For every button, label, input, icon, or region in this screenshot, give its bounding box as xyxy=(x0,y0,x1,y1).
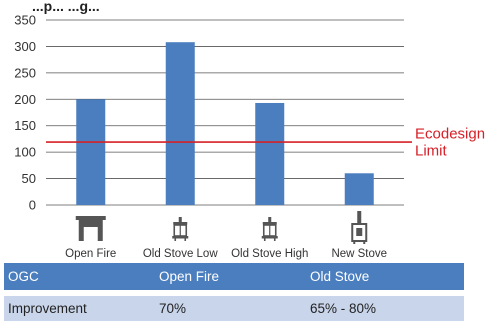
category-labels: Open Fire Old Stove Low Old Stove High New … xyxy=(65,248,387,260)
old-stove-high-icon xyxy=(261,217,278,241)
y-tick-label: 300 xyxy=(14,39,36,54)
bar xyxy=(344,173,374,205)
new-stove-icon xyxy=(351,211,368,244)
y-tick-label: 250 xyxy=(14,65,36,80)
limit-label: Limit xyxy=(415,143,448,160)
limit-label: Ecodesign xyxy=(415,126,485,143)
y-tick-label: 150 xyxy=(14,118,36,133)
category-label: Open Fire xyxy=(65,248,116,260)
table-cell: 65% - 80% xyxy=(310,301,377,316)
y-tick-label: 350 xyxy=(14,13,36,28)
open-fire-icon xyxy=(75,216,106,241)
category-label: Old Stove High xyxy=(231,248,308,260)
category-label: New Stove xyxy=(331,248,387,260)
old-stove-low-icon xyxy=(172,217,189,241)
table-header-row: OGC Open Fire Old Stove xyxy=(4,263,464,290)
table-cell: 70% xyxy=(159,301,187,316)
table-header-cell: Old Stove xyxy=(310,269,370,284)
table-header-cell: OGC xyxy=(8,269,39,284)
bar-chart: ...p... ...g... 0 50 100 150 200 250 300 350 Ec… xyxy=(14,0,485,260)
bars xyxy=(76,42,374,206)
chart-title: ...p... ...g... xyxy=(32,0,100,14)
category-label: Old Stove Low xyxy=(143,248,218,260)
table-row: Improvement 70% 65% - 80% xyxy=(4,296,464,321)
grid-lines xyxy=(46,19,404,206)
y-tick-label: 100 xyxy=(14,145,36,160)
table-cell: Improvement xyxy=(8,301,87,316)
bar xyxy=(255,102,285,205)
bar xyxy=(165,42,195,206)
y-tick-label: 200 xyxy=(14,92,36,107)
y-tick-label: 50 xyxy=(22,171,36,186)
bar xyxy=(76,99,106,205)
y-axis-ticks: 0 50 100 150 200 250 300 350 xyxy=(14,13,36,213)
y-tick-label: 0 xyxy=(29,198,36,213)
category-icons xyxy=(75,211,368,244)
table-header-cell: Open Fire xyxy=(159,269,220,284)
